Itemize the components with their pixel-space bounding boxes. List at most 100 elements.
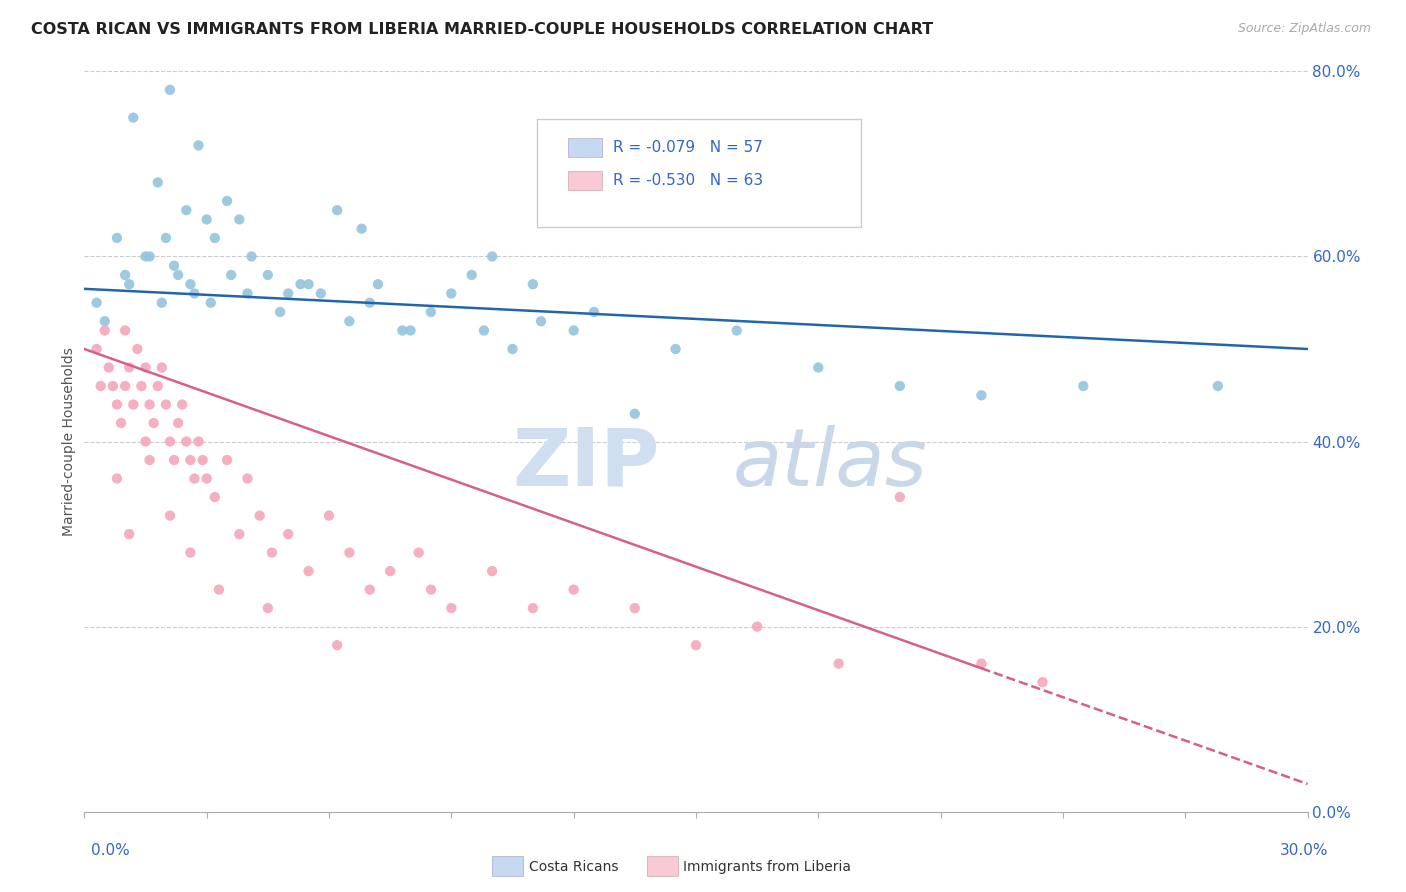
Point [93,324,115,338]
Point [142,416,165,430]
Point [101,379,124,393]
Point [228,527,250,541]
Bar [568,138,602,156]
Point [1073,379,1095,393]
Point [408,546,430,560]
Bar [568,171,602,190]
Point [277,527,299,541]
Point [440,601,463,615]
Point [195,212,218,227]
Point [481,250,503,264]
Point [187,138,209,153]
Text: Source: ZipAtlas.com: Source: ZipAtlas.com [1237,22,1371,36]
Point [138,250,160,264]
Point [326,638,349,652]
Point [367,277,389,292]
Point [257,268,280,282]
Point [970,657,993,671]
Point [277,286,299,301]
Point [502,342,524,356]
Point [208,582,231,597]
Point [309,286,332,301]
Point [685,638,707,652]
Point [399,324,422,338]
Point [191,453,214,467]
Text: R = -0.530   N = 63: R = -0.530 N = 63 [613,173,763,188]
Text: 0.0%: 0.0% [91,843,131,858]
Point [889,379,911,393]
Point [326,203,349,218]
Point [135,434,157,449]
Point [159,508,181,523]
Point [236,471,259,485]
Point [179,453,201,467]
Y-axis label: Married-couple Households: Married-couple Households [62,347,76,536]
Point [114,379,136,393]
Point [122,111,145,125]
Point [665,342,688,356]
Point [90,379,112,393]
Point [217,194,239,208]
Point [236,286,259,301]
Point [135,360,157,375]
Point [440,286,463,301]
Point [167,416,190,430]
Point [339,546,361,560]
Point [219,268,242,282]
Point [260,546,283,560]
Point [290,277,312,292]
Point [228,212,250,227]
Point [187,434,209,449]
Point [172,398,194,412]
Point [257,601,280,615]
Point [155,398,177,412]
Point [150,295,173,310]
Point [1032,675,1054,690]
Point [472,324,495,338]
Point [110,416,132,430]
Point [200,295,222,310]
Point [167,268,190,282]
Point [93,314,115,328]
Point [138,453,160,467]
FancyBboxPatch shape [537,120,860,227]
Text: R = -0.079   N = 57: R = -0.079 N = 57 [613,140,762,155]
Point [174,434,197,449]
Point [163,453,186,467]
Point [889,490,911,504]
Point [179,277,201,292]
Point [150,360,173,375]
Point [155,231,177,245]
Point [118,277,141,292]
Point [298,277,321,292]
Text: atlas: atlas [733,425,928,503]
Point [131,379,153,393]
Point [183,286,205,301]
Point [174,203,197,218]
Point [339,314,361,328]
Point [159,83,181,97]
Point [105,471,128,485]
Point [159,434,181,449]
Point [1206,379,1229,393]
Point [624,601,647,615]
Point [138,398,160,412]
Point [195,471,218,485]
Point [86,342,108,356]
Point [562,324,585,338]
Point [420,305,443,319]
Point [725,324,748,338]
Point [522,277,544,292]
Point [135,250,157,264]
Point [747,619,769,633]
Point [146,175,169,190]
Point [105,231,128,245]
Point [114,268,136,282]
Point [828,657,851,671]
Point [183,471,205,485]
Point [350,221,373,235]
Point [562,582,585,597]
Point [359,295,381,310]
Point [530,314,553,328]
Text: 30.0%: 30.0% [1281,843,1329,858]
